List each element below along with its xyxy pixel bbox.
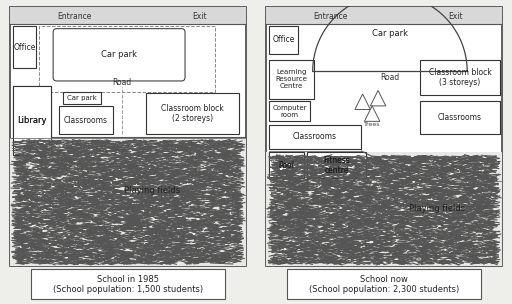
Text: Computer
room: Computer room: [272, 105, 307, 118]
FancyBboxPatch shape: [53, 29, 185, 81]
Text: Car park: Car park: [67, 95, 97, 101]
Text: Fitness
centre: Fitness centre: [323, 156, 350, 175]
Polygon shape: [370, 91, 386, 106]
Text: Fitness
centre: Fitness centre: [323, 156, 350, 175]
Text: Classroom block
(3 storeys): Classroom block (3 storeys): [429, 68, 492, 87]
Text: Library: Library: [17, 116, 47, 125]
Text: School in 1985
(School population: 1,500 students): School in 1985 (School population: 1,500…: [53, 275, 203, 294]
Text: Classrooms: Classrooms: [64, 116, 108, 125]
Text: Car park: Car park: [372, 29, 408, 38]
Text: Library: Library: [17, 116, 47, 125]
Text: Pool: Pool: [279, 161, 294, 170]
Bar: [146, 93, 239, 134]
Text: Office: Office: [13, 43, 36, 52]
Text: Entrance: Entrance: [313, 12, 348, 21]
Bar: [269, 26, 298, 54]
Polygon shape: [355, 94, 370, 109]
Bar: [13, 86, 51, 155]
Bar: [269, 152, 304, 178]
Text: School now
(School population: 2,300 students): School now (School population: 2,300 stu…: [309, 275, 459, 294]
Text: Playing fields: Playing fields: [410, 204, 465, 212]
Bar: [13, 86, 51, 155]
Text: Road: Road: [380, 73, 399, 82]
Bar: [10, 7, 246, 24]
Bar: [420, 101, 500, 134]
Bar: [59, 106, 113, 134]
Text: Office: Office: [272, 36, 295, 44]
Text: Car park: Car park: [101, 50, 137, 59]
Text: Classrooms: Classrooms: [293, 132, 337, 141]
Bar: [269, 125, 361, 149]
Bar: [266, 152, 502, 266]
Text: Playing fields: Playing fields: [124, 186, 180, 195]
Bar: [39, 26, 215, 92]
Text: Exit: Exit: [448, 12, 463, 21]
Bar: [266, 7, 502, 24]
Bar: [13, 26, 36, 68]
Text: Trees: Trees: [364, 122, 380, 127]
Text: Pool: Pool: [279, 161, 294, 170]
Text: Exit: Exit: [192, 12, 207, 21]
Text: Entrance: Entrance: [57, 12, 92, 21]
Bar: [420, 60, 500, 95]
Text: Learning
Resource
Centre: Learning Resource Centre: [275, 69, 307, 89]
Bar: [269, 101, 310, 121]
Bar: [62, 92, 101, 104]
Bar: [269, 152, 304, 178]
Bar: [10, 138, 246, 266]
Polygon shape: [365, 106, 380, 121]
Bar: [307, 152, 366, 178]
Text: Classroom block
(2 storeys): Classroom block (2 storeys): [161, 104, 224, 123]
Bar: [269, 60, 314, 99]
Text: Classrooms: Classrooms: [438, 113, 482, 122]
Bar: [307, 152, 366, 178]
Text: Road: Road: [113, 78, 132, 87]
